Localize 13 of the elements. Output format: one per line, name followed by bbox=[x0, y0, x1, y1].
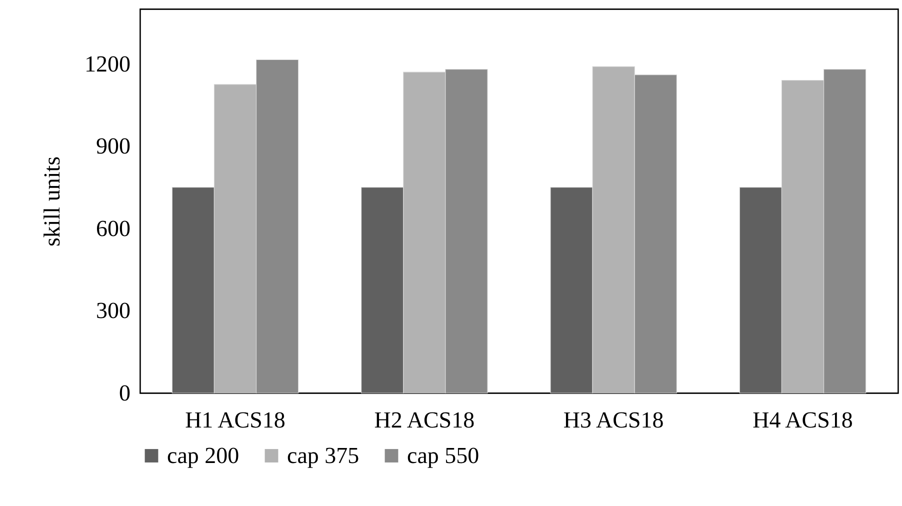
y-tick-label: 300 bbox=[96, 298, 130, 324]
legend-label: cap 550 bbox=[407, 442, 480, 468]
y-tick-label: 1200 bbox=[84, 51, 130, 76]
legend-label: cap 375 bbox=[287, 442, 360, 468]
y-axis-title: skill units bbox=[40, 156, 64, 247]
y-tick-label: 600 bbox=[96, 216, 130, 241]
legend-label: cap 200 bbox=[167, 442, 240, 468]
x-tick-label: H2 ACS18 bbox=[374, 408, 475, 432]
x-tick-label: H3 ACS18 bbox=[563, 408, 664, 432]
y-tick-label: 0 bbox=[119, 380, 130, 406]
y-tick-label: 900 bbox=[96, 134, 130, 159]
x-tick-label: H4 ACS18 bbox=[752, 408, 853, 432]
x-tick-label: H1 ACS18 bbox=[185, 408, 286, 432]
